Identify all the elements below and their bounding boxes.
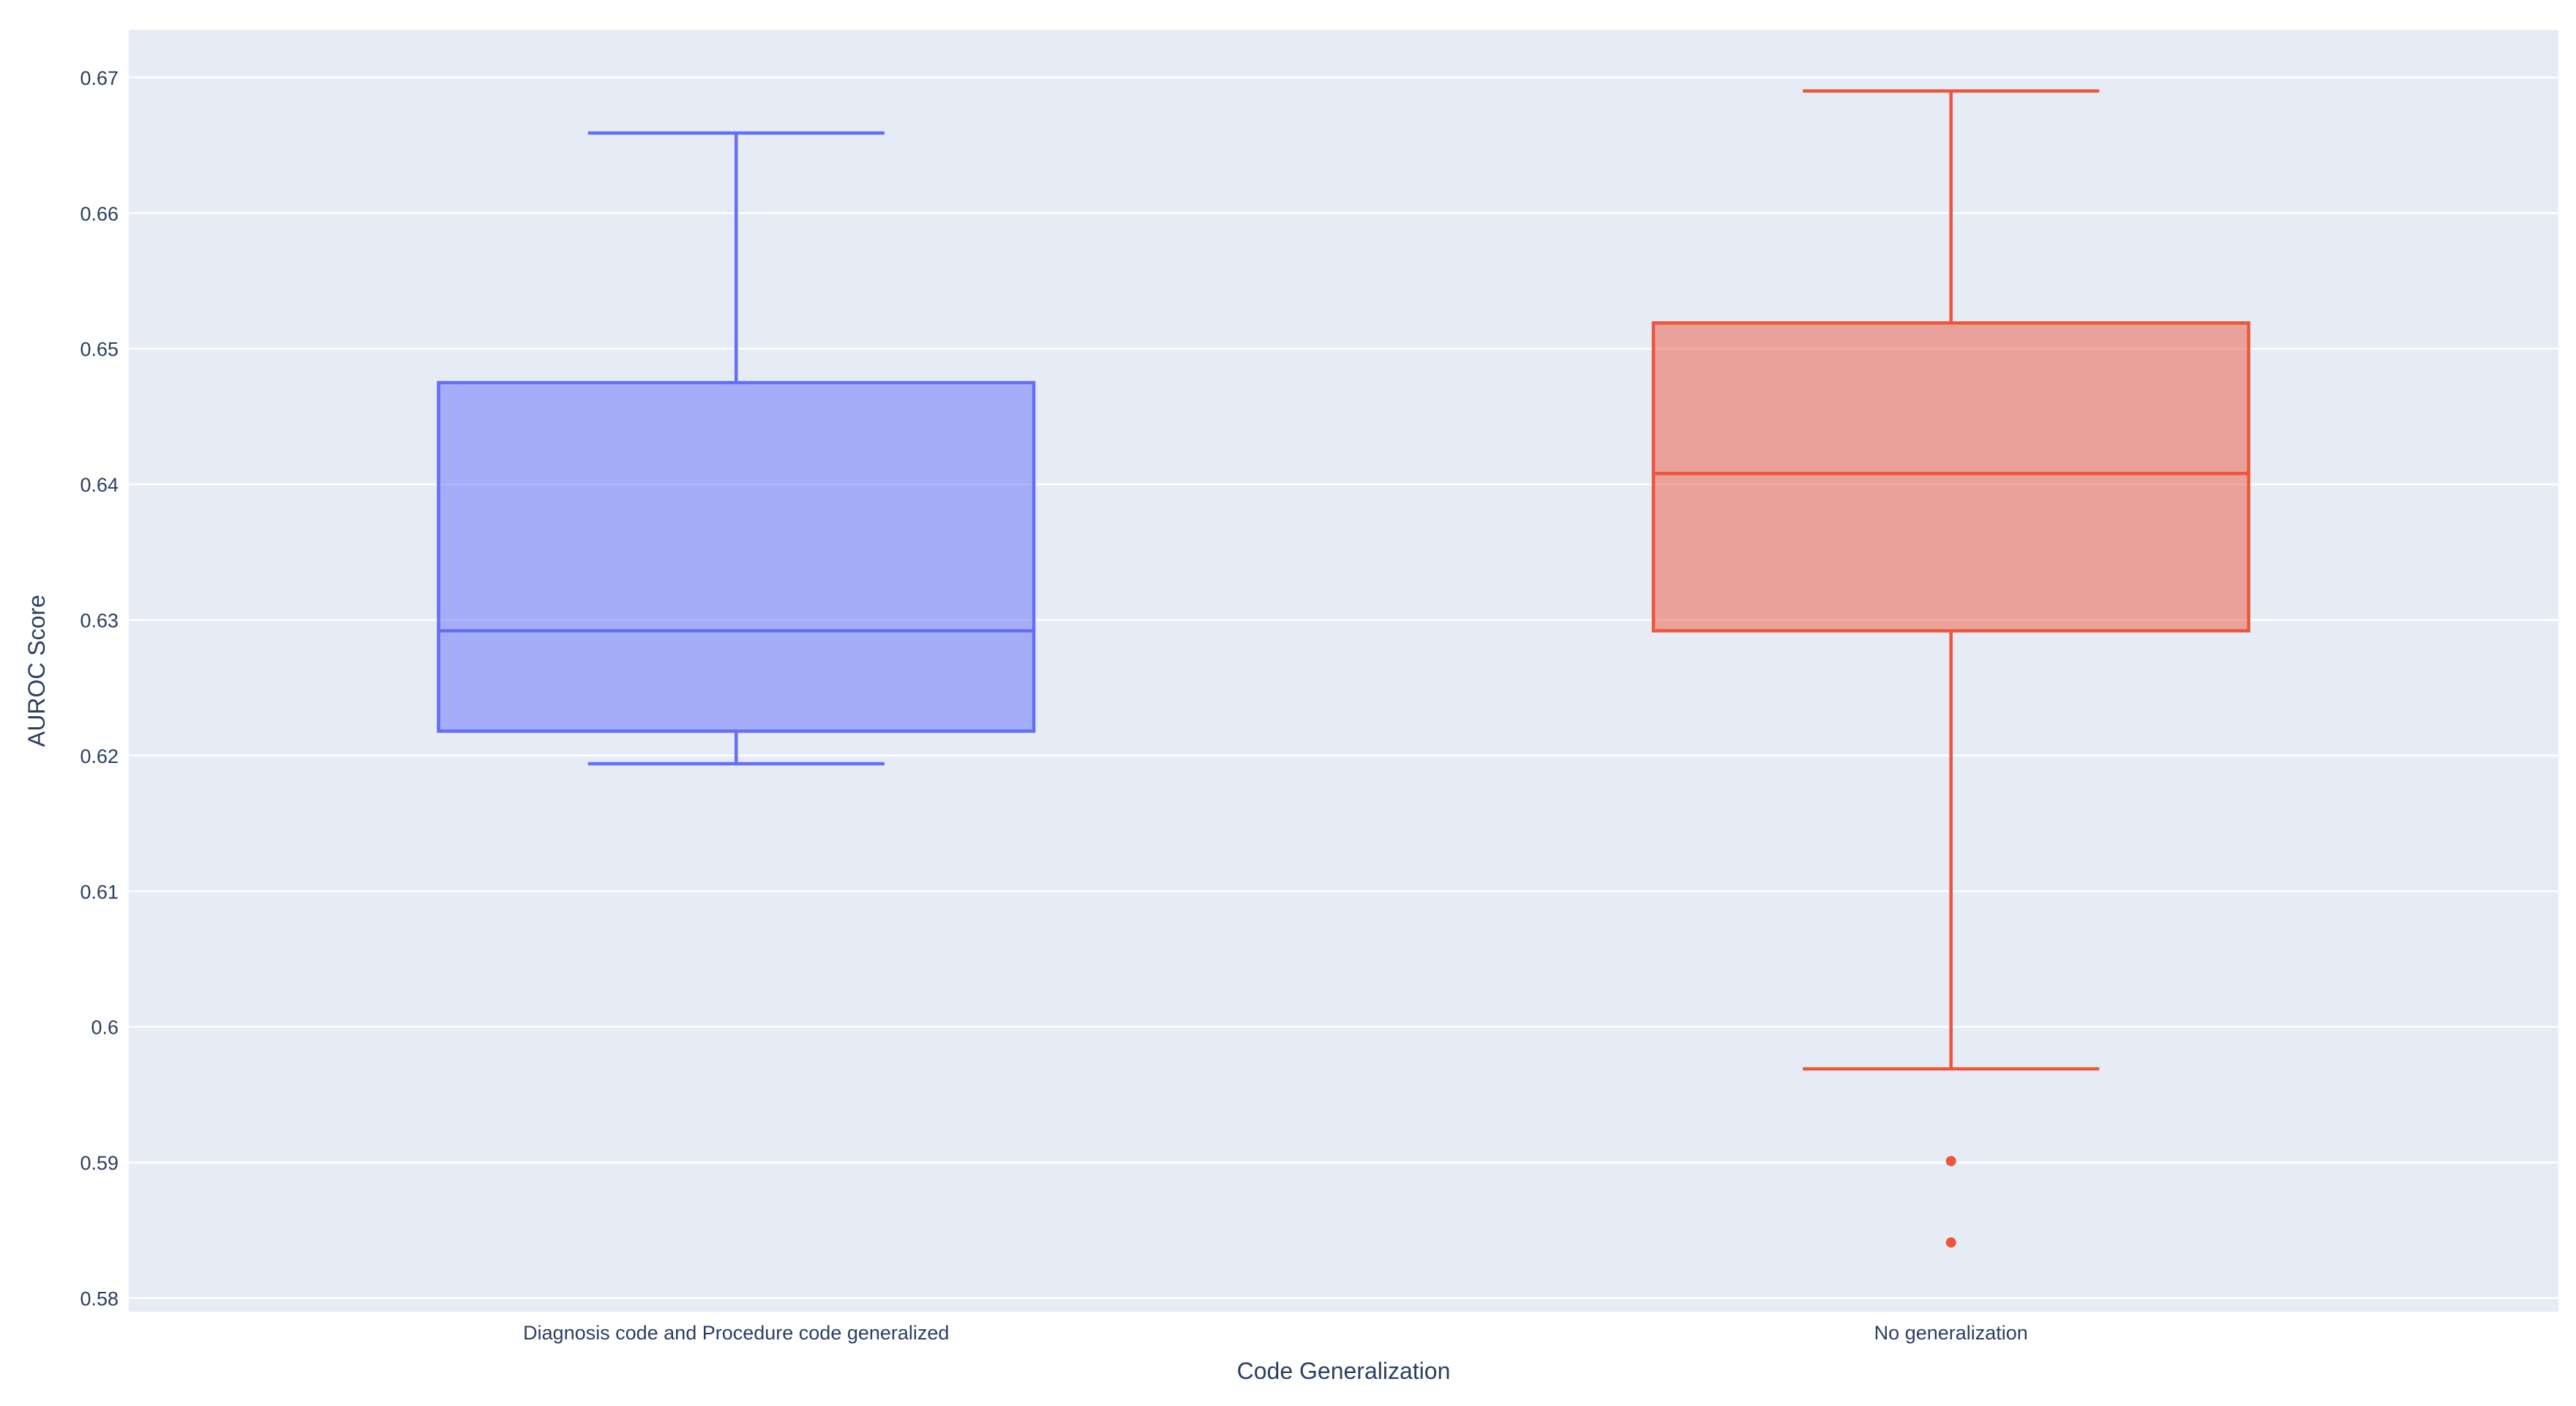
y-tick-label: 0.63 xyxy=(80,609,119,631)
box-trace xyxy=(437,131,1036,766)
boxes xyxy=(437,89,2250,1248)
box-trace xyxy=(1651,89,2250,1248)
iqr-box xyxy=(437,380,1036,733)
iqr-box xyxy=(1651,321,2250,633)
x-tick-label: Diagnosis code and Procedure code genera… xyxy=(523,1322,949,1344)
y-tick-label: 0.62 xyxy=(80,745,119,767)
y-axis-ticks: 0.58 0.59 0.6 0.61 0.62 0.63 0.64 0.65 0.66 0.67 xyxy=(80,67,119,1310)
x-tick-label: No generalization xyxy=(1874,1322,2028,1344)
y-tick-label: 0.66 xyxy=(80,203,119,225)
outlier-point xyxy=(1945,1237,1956,1248)
y-tick-label: 0.61 xyxy=(80,881,119,903)
y-tick-label: 0.65 xyxy=(80,339,119,361)
y-tick-label: 0.58 xyxy=(80,1287,119,1309)
x-axis-ticks: Diagnosis code and Procedure code genera… xyxy=(523,1322,2028,1344)
y-tick-label: 0.59 xyxy=(80,1152,119,1174)
x-axis-title: Code Generalization xyxy=(1237,1358,1451,1384)
outlier-point xyxy=(1945,1156,1956,1167)
y-tick-label: 0.6 xyxy=(91,1017,119,1039)
y-tick-label: 0.67 xyxy=(80,67,119,89)
y-tick-label: 0.64 xyxy=(80,474,119,496)
y-axis-title: AUROC Score xyxy=(23,595,50,747)
